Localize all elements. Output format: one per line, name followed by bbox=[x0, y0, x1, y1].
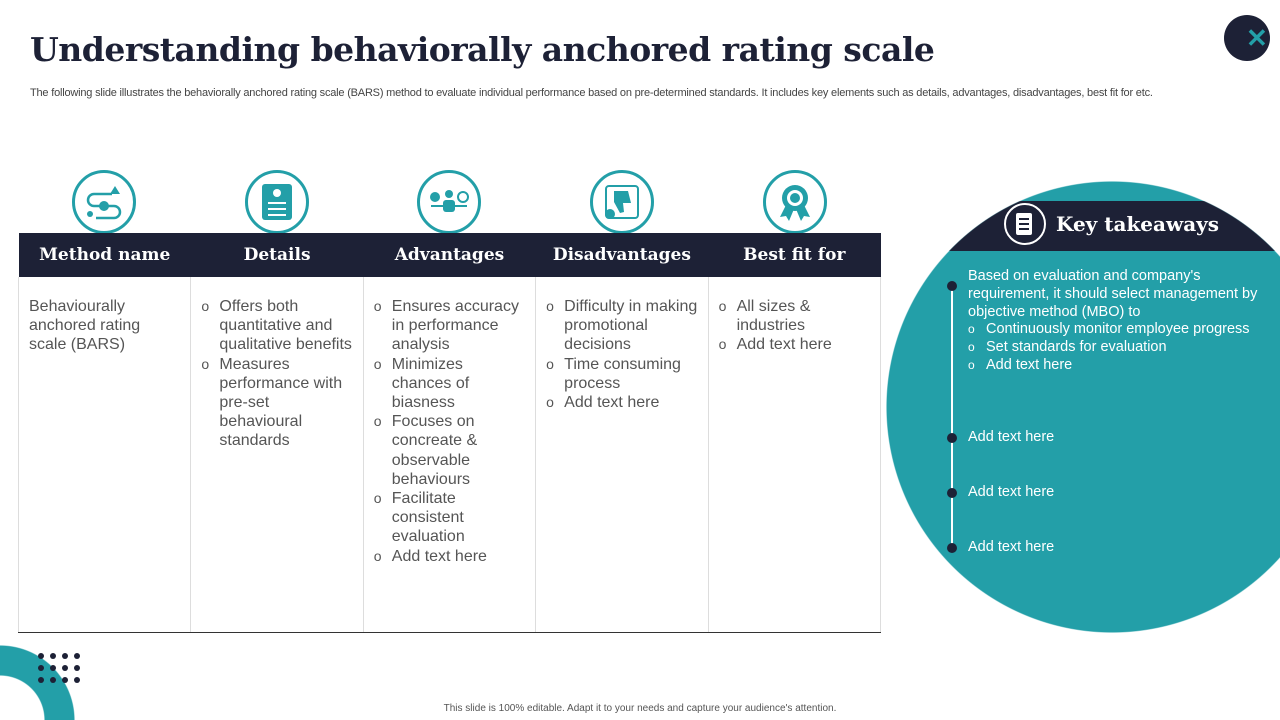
bars-table: Method name Details Advantages Disadvant… bbox=[17, 233, 882, 633]
takeaway-item: Add text here bbox=[968, 429, 1055, 445]
notes-icon bbox=[1004, 203, 1046, 245]
takeaway-main-text: Based on evaluation and company's requir… bbox=[968, 268, 1258, 320]
list-item: Offers both quantitative and qualitative… bbox=[201, 297, 352, 355]
header-disadvantages: Disadvantages bbox=[535, 233, 709, 277]
takeaways-title: Key takeaways bbox=[1056, 212, 1220, 236]
takeaway-item: Add text here bbox=[968, 539, 1055, 555]
list-item: Ensures accuracy in performance analysis bbox=[374, 297, 525, 355]
award-badge-icon bbox=[762, 170, 827, 234]
close-badge[interactable]: ✕ bbox=[1224, 15, 1270, 61]
process-cycle-icon bbox=[72, 170, 137, 234]
list-item: All sizes & industries bbox=[719, 297, 870, 335]
profile-document-icon bbox=[244, 170, 309, 234]
list-item: Continuously monitor employee progress bbox=[968, 321, 1258, 339]
list-item: Time consuming process bbox=[546, 355, 697, 393]
advantages-cell: Ensures accuracy in performance analysis… bbox=[362, 277, 537, 633]
list-item: Focuses on concreate & observable behavi… bbox=[374, 412, 525, 489]
list-item: Add text here bbox=[719, 335, 870, 354]
footer-note: This slide is 100% editable. Adapt it to… bbox=[443, 703, 837, 714]
header-advantages: Advantages bbox=[363, 233, 536, 277]
takeaways-circle bbox=[886, 181, 1280, 633]
best-fit-cell: All sizes & industries Add text here bbox=[707, 277, 882, 633]
list-item: Add text here bbox=[546, 393, 697, 412]
close-icon: ✕ bbox=[1246, 23, 1268, 53]
list-item: Measures performance with pre-set behavi… bbox=[201, 355, 352, 451]
takeaways-header-band bbox=[886, 201, 1280, 251]
timeline-dot bbox=[947, 543, 957, 553]
list-item: Set standards for evaluation bbox=[968, 339, 1258, 357]
list-item: Add text here bbox=[374, 547, 525, 566]
list-item: Add text here bbox=[968, 357, 1258, 375]
list-item: Difficulty in making promotional decisio… bbox=[546, 297, 697, 355]
list-item: Minimizes chances of biasness bbox=[374, 355, 525, 413]
decor-dots bbox=[38, 653, 80, 683]
list-item: Facilitate consistent evaluation bbox=[374, 489, 525, 547]
page-subtitle: The following slide illustrates the beha… bbox=[30, 87, 1153, 99]
timeline-line bbox=[951, 286, 953, 548]
timeline-dot bbox=[947, 433, 957, 443]
takeaway-item: Add text here bbox=[968, 484, 1055, 500]
header-details: Details bbox=[190, 233, 364, 277]
method-name-cell: Behaviourally anchored rating scale (BAR… bbox=[17, 277, 192, 633]
thumbs-down-icon bbox=[590, 170, 655, 234]
people-balance-icon bbox=[417, 170, 482, 234]
timeline-dot bbox=[947, 281, 957, 291]
timeline-dot bbox=[947, 488, 957, 498]
page-title: Understanding behaviorally anchored rati… bbox=[30, 30, 935, 69]
details-cell: Offers both quantitative and qualitative… bbox=[190, 277, 364, 633]
disadvantages-cell: Difficulty in making promotional decisio… bbox=[535, 277, 709, 633]
takeaways-header: Key takeaways bbox=[1004, 203, 1219, 245]
takeaway-main: Based on evaluation and company's requir… bbox=[968, 268, 1258, 375]
header-method-name: Method name bbox=[18, 233, 191, 277]
header-best-fit: Best fit for bbox=[708, 233, 881, 277]
column-icons bbox=[18, 170, 881, 234]
